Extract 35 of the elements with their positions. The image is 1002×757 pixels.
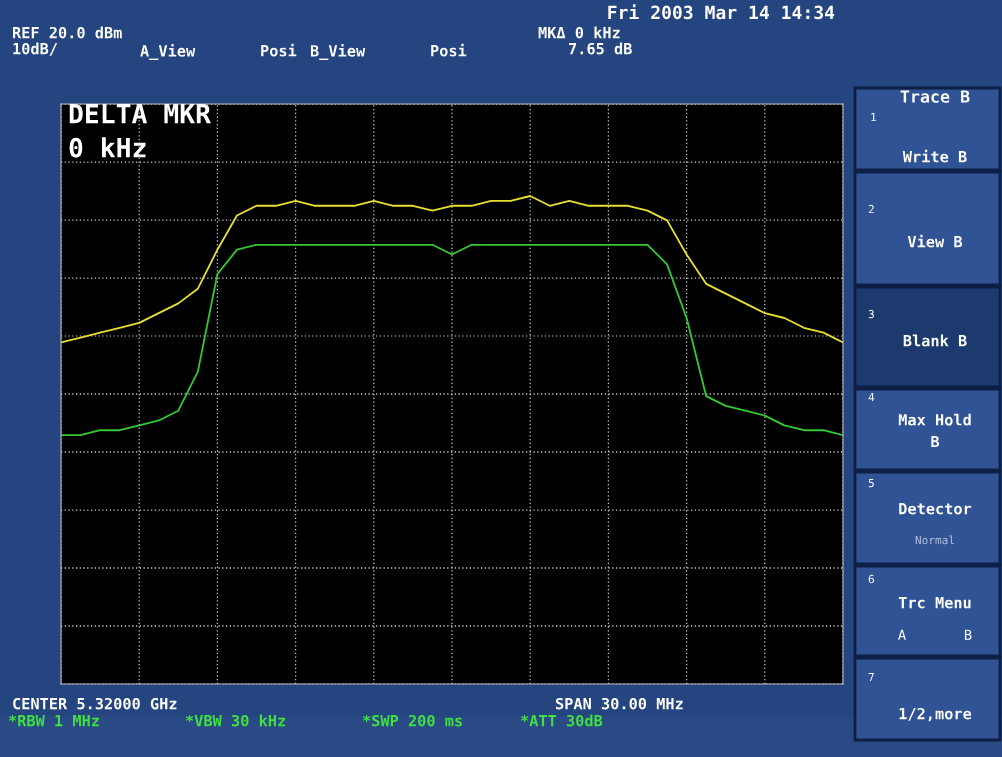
text: 10dB/ (13, 42, 58, 56)
text: *SWP 200 ms (362, 714, 462, 727)
text: Posi (261, 43, 297, 57)
text: A_View (140, 43, 196, 61)
text: *RBW 1 MHz (8, 714, 99, 727)
text: View B (907, 234, 963, 248)
text: B_View (310, 43, 366, 61)
text: *ATT 30dB (520, 714, 603, 727)
text: *VBW 30 kHz (185, 714, 286, 727)
text: Normal (915, 535, 954, 545)
text: 0 kHz (69, 137, 146, 158)
text: B (964, 629, 972, 640)
text: REF 20.0 dBm (12, 26, 122, 39)
text: 5 (868, 478, 874, 488)
text: Fri 2003 Mar 14 14:34 (608, 4, 835, 20)
text: Max Hold B (898, 413, 971, 448)
text: 7.65 dB (569, 42, 632, 55)
text: Detector (899, 503, 972, 515)
text: 7 (868, 672, 874, 682)
text: MKΔ 0 kHz (538, 26, 620, 39)
text: Trc Menu (898, 597, 971, 609)
text: 3 (868, 309, 874, 319)
text: A (898, 629, 906, 640)
text: 6 (868, 574, 874, 584)
text: 1/2,more (899, 707, 972, 722)
text: DELTA MKR (69, 104, 211, 124)
text: Blank B (903, 334, 967, 347)
text: CENTER 5.32000 GHz (13, 697, 177, 710)
text: 2 (868, 204, 874, 214)
text: 1 (871, 112, 876, 122)
text: SPAN 30.00 MHz (555, 697, 683, 710)
text: 4 (868, 392, 875, 402)
text: Posi (431, 43, 467, 57)
text: Write B (902, 149, 967, 163)
text: Trace B (900, 90, 970, 103)
